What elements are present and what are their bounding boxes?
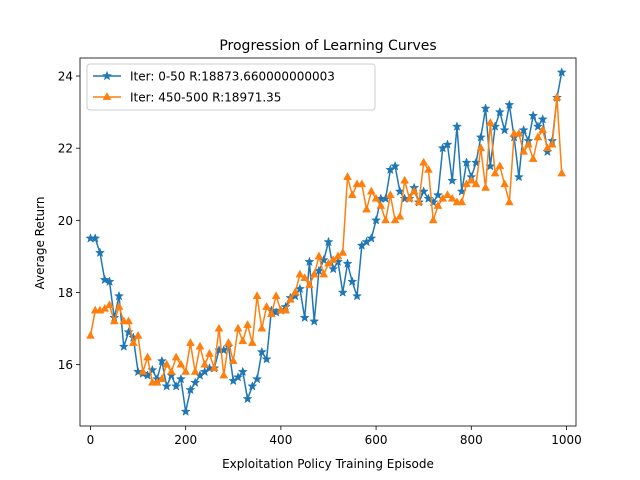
legend: Iter: 0-50 R:18873.660000000003 Iter: 450… [87, 64, 375, 110]
y-tick-label: 18 [58, 286, 73, 300]
x-tick-label: 200 [174, 433, 197, 447]
legend-label: Iter: 0-50 R:18873.660000000003 [130, 70, 335, 84]
y-tick-label: 24 [58, 70, 73, 84]
y-axis-label: Average Return [33, 197, 47, 290]
x-axis-label: Exploitation Policy Training Episode [222, 457, 434, 471]
legend-label: Iter: 450-500 R:18971.35 [130, 91, 281, 105]
x-tick-label: 0 [87, 433, 95, 447]
chart-title: Progression of Learning Curves [219, 38, 436, 54]
x-tick-label: 400 [269, 433, 292, 447]
x-tick-label: 1000 [551, 433, 582, 447]
x-tick-label: 600 [365, 433, 388, 447]
y-tick-label: 16 [58, 358, 73, 372]
y-tick-label: 20 [58, 214, 73, 228]
y-tick-label: 22 [58, 142, 73, 156]
x-tick-label: 800 [460, 433, 483, 447]
